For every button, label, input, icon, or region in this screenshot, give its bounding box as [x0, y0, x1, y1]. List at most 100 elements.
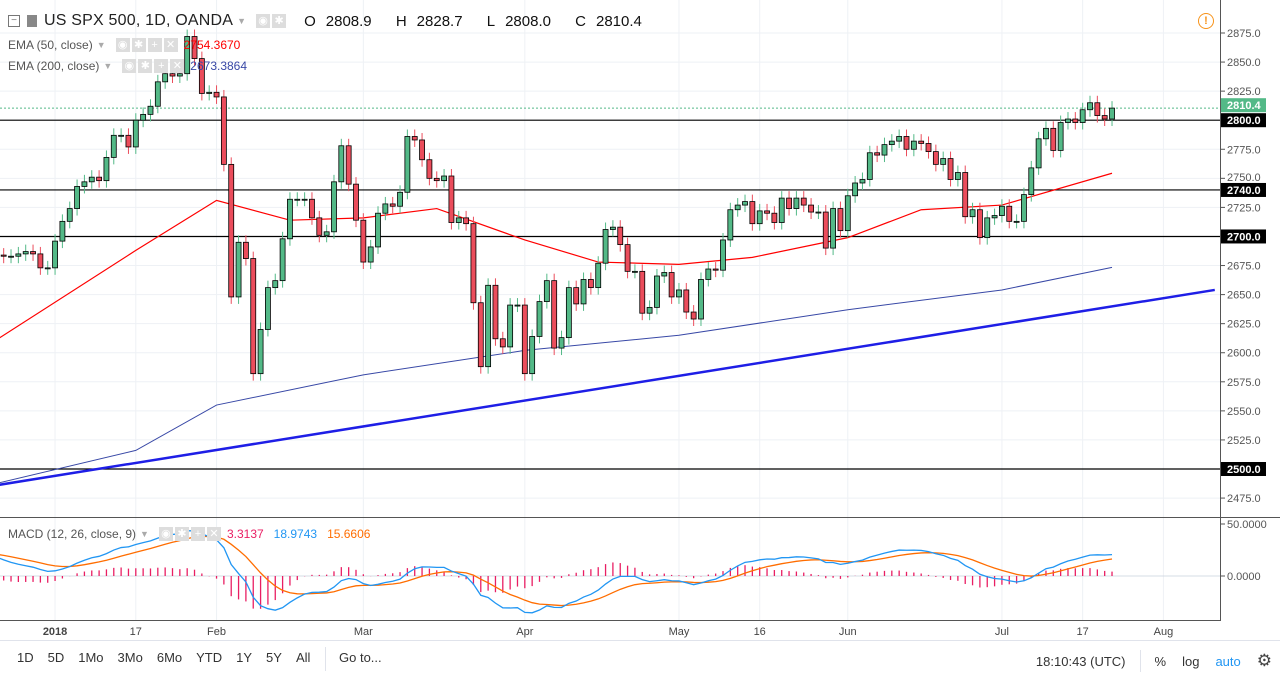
candle-body	[0, 254, 7, 257]
price-pane[interactable]	[0, 29, 1220, 486]
price-tick-label: 2550.0	[1227, 406, 1261, 418]
candle-body	[991, 215, 998, 219]
price-tick-label: 2525.0	[1227, 435, 1261, 447]
candle-body	[720, 239, 726, 271]
candle-body	[551, 280, 558, 349]
close-icon[interactable]: ✕	[206, 527, 221, 541]
symbol-title[interactable]: US SPX 500, 1D, OANDA	[44, 12, 234, 29]
candle-body	[734, 204, 741, 211]
clock[interactable]: 18:10:43 (UTC)	[1035, 653, 1126, 669]
candle-body	[705, 268, 712, 280]
goto-button[interactable]: Go to...	[339, 650, 382, 665]
candle-body	[646, 306, 653, 314]
range-button-ytd[interactable]: YTD	[196, 650, 223, 665]
candle-body	[1072, 118, 1079, 123]
divider	[1139, 650, 1141, 672]
candle-body	[37, 253, 44, 269]
candle	[874, 145, 881, 163]
gear-icon[interactable]: ✱	[138, 59, 153, 73]
range-button-all[interactable]: All	[295, 650, 311, 665]
candle	[587, 272, 594, 295]
time-axis-label: Jul	[995, 626, 1009, 638]
candle-body	[778, 197, 785, 223]
macd-label[interactable]: MACD (12, 26, close, 9)	[8, 527, 137, 541]
candle-body	[125, 134, 132, 148]
plus-icon[interactable]: +	[190, 527, 205, 541]
gear-icon[interactable]: ✱	[131, 38, 146, 52]
chevron-down-icon[interactable]: ▼	[96, 40, 106, 50]
candle	[345, 138, 352, 192]
gear-icon[interactable]: ⚙	[1256, 651, 1272, 670]
candle	[389, 196, 396, 214]
chevron-down-icon[interactable]: ▼	[103, 61, 113, 71]
candle	[830, 201, 836, 256]
chart-canvas[interactable]: 2475.0 2525.0 2550.0 2575.0 2600.0 2625.0 2650…	[0, 0, 1280, 640]
percent-toggle[interactable]: %	[1154, 653, 1167, 669]
collapse-icon[interactable]: −	[8, 15, 20, 27]
range-button-6mo[interactable]: 6Mo	[156, 650, 183, 665]
candle-body	[771, 212, 778, 223]
candle-body	[309, 198, 315, 219]
eye-icon[interactable]: ◉	[158, 527, 173, 541]
axes: 2475.0 2525.0 2550.0 2575.0 2600.0 2625.0 2650…	[0, 0, 1280, 638]
time-axis-label: 16	[754, 626, 766, 638]
range-buttons: 1D 5D 1Mo 3Mo 6Mo YTD 1Y 5Y All	[10, 650, 317, 665]
ema200-label[interactable]: EMA (200, close)	[8, 59, 100, 73]
candle	[140, 107, 147, 128]
candle	[624, 237, 631, 279]
candle	[947, 151, 954, 187]
warning-icon[interactable]: !	[1198, 13, 1214, 29]
candle	[639, 264, 646, 321]
candle-body	[272, 280, 279, 289]
ema50-label[interactable]: EMA (50, close)	[8, 38, 93, 52]
candle-body	[499, 338, 506, 348]
candle-body	[52, 240, 58, 269]
candle-body	[265, 287, 271, 330]
auto-toggle[interactable]: auto	[1215, 653, 1241, 669]
candle	[1079, 102, 1086, 130]
range-button-1d[interactable]: 1D	[17, 650, 34, 665]
range-button-5d[interactable]: 5D	[47, 650, 65, 665]
eye-icon[interactable]: ◉	[122, 59, 137, 73]
chevron-down-icon[interactable]: ▼	[237, 16, 247, 26]
candle-body	[610, 226, 616, 230]
candle-body	[110, 134, 117, 158]
candle	[595, 256, 602, 295]
range-button-3mo[interactable]: 3Mo	[117, 650, 143, 665]
candle	[499, 331, 506, 354]
candle-body	[470, 223, 477, 304]
candle	[37, 246, 44, 275]
candle	[338, 138, 345, 189]
range-button-1mo[interactable]: 1Mo	[78, 650, 104, 665]
candle-body	[1101, 115, 1108, 120]
candle-body	[206, 91, 213, 94]
candle	[896, 129, 903, 149]
candle	[925, 136, 932, 159]
candle	[1043, 121, 1049, 146]
range-button-1y[interactable]: 1Y	[236, 650, 253, 665]
candle-body	[294, 198, 301, 201]
candle	[551, 273, 558, 356]
plus-icon[interactable]: +	[147, 38, 162, 52]
candle	[808, 198, 814, 220]
candle	[88, 170, 95, 189]
gear-icon[interactable]: ✱	[174, 527, 189, 541]
candle	[910, 134, 917, 157]
candle	[132, 113, 139, 154]
candle	[382, 196, 389, 221]
close-icon[interactable]: ✕	[170, 59, 185, 73]
candle-body	[786, 197, 792, 209]
close-icon[interactable]: ✕	[163, 38, 178, 52]
candle	[470, 216, 477, 310]
range-button-5y[interactable]: 5Y	[266, 650, 282, 665]
candle	[668, 265, 675, 304]
eye-icon[interactable]: ◉	[256, 14, 271, 28]
gear-icon[interactable]: ✱	[272, 14, 287, 28]
eye-icon[interactable]: ◉	[115, 38, 130, 52]
chevron-down-icon[interactable]: ▼	[140, 529, 149, 539]
plus-icon[interactable]: +	[154, 59, 169, 73]
macd-pane[interactable]	[0, 530, 1220, 614]
candle-body	[360, 219, 367, 263]
log-toggle[interactable]: log	[1182, 653, 1200, 669]
candle-body	[573, 287, 580, 305]
